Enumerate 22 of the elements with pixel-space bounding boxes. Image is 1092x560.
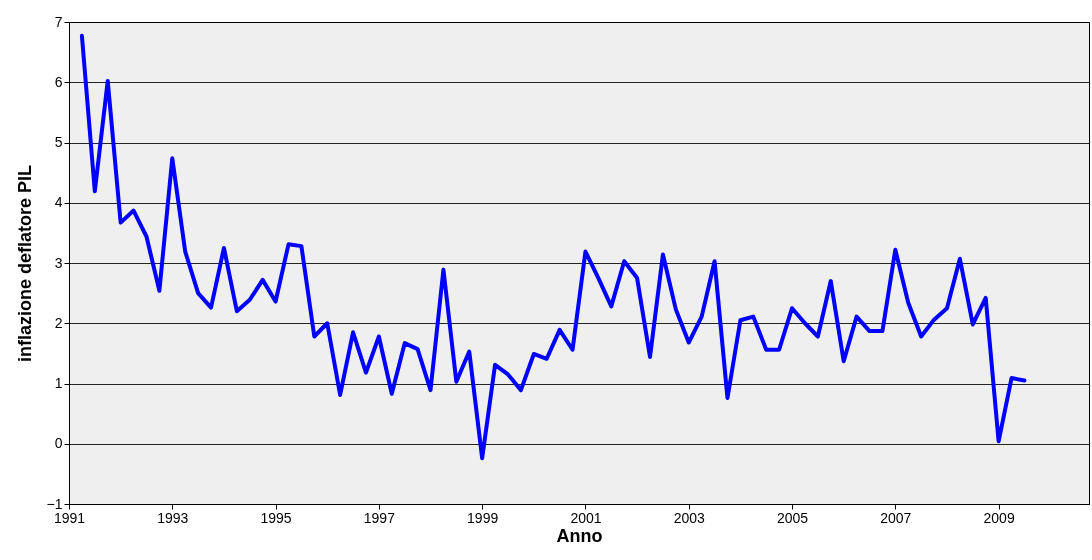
y-tick-label: 4 [54, 194, 63, 211]
y-axis-title: inflazione deflatore PIL [14, 164, 35, 363]
y-tick-label: 1 [54, 375, 63, 391]
x-tick-label: 2003 [673, 509, 706, 526]
x-axis-title: Anno [556, 525, 603, 546]
x-tick-label: 2001 [570, 509, 602, 526]
y-tick-label: 6 [54, 73, 63, 90]
y-tick-label: 2 [54, 314, 63, 331]
x-tick-label: 1995 [260, 509, 292, 526]
y-tick-label: 7 [54, 13, 63, 30]
line-series [79, 33, 1027, 461]
y-tick-label: 3 [54, 254, 63, 271]
x-tick-label: 2009 [983, 509, 1015, 526]
y-tick-label: −1 [46, 495, 63, 512]
y-tick-label: 0 [54, 435, 63, 452]
y-tick-label: 5 [54, 134, 63, 150]
x-tick-label: 2005 [776, 509, 809, 526]
x-tick-label: 1997 [363, 509, 396, 526]
x-tick-label: 1999 [467, 509, 499, 526]
x-tick-label: 2007 [880, 509, 912, 526]
x-tick-label: 1993 [157, 509, 189, 526]
x-tick-label: 1991 [53, 509, 86, 526]
